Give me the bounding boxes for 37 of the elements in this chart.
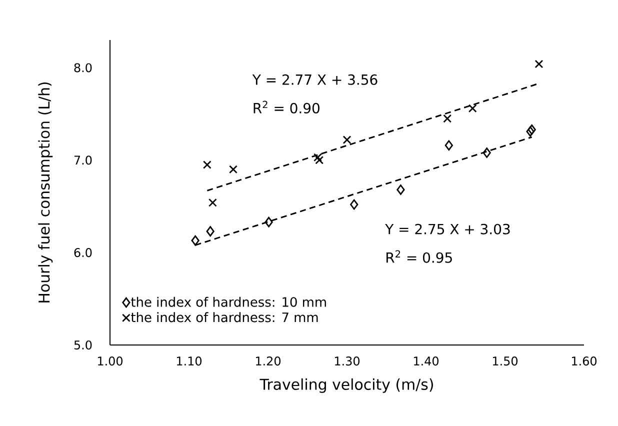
legend-label: the index of hardness: 7 mm — [131, 312, 318, 322]
annotation: Y = 2.77 X + 3.56 — [252, 74, 378, 85]
x-axis-title: Traveling velocity (m/s) — [260, 378, 433, 393]
x-tick-label: 1.60 — [572, 356, 597, 366]
x-tick-label: 1.40 — [414, 356, 439, 366]
point — [350, 199, 358, 210]
point — [396, 184, 405, 195]
point — [482, 148, 491, 158]
point — [315, 156, 324, 164]
x-tick-label: 1.00 — [98, 356, 123, 366]
point — [468, 104, 477, 113]
point — [264, 216, 273, 228]
point — [202, 160, 212, 169]
point — [206, 226, 214, 236]
point — [191, 235, 200, 246]
x-tick-label: 1.20 — [256, 356, 281, 366]
annotation: Y = 2.75 X + 3.03 — [385, 224, 510, 234]
point — [528, 124, 536, 135]
point — [443, 114, 452, 123]
y-tick-label: 5.0 — [74, 340, 92, 350]
y-axis-title: Hourly fuel consumption (L/h) — [38, 82, 53, 302]
legend-label: the index of hardness: 10 mm — [131, 296, 326, 307]
annotation: R$^{2}$ = 0.95 — [386, 250, 452, 263]
point — [229, 165, 238, 174]
x-tick-label: 1.30 — [335, 356, 360, 366]
y-tick-label: 6.0 — [74, 248, 92, 258]
annotation: R$^{2}$ = 0.90 — [254, 100, 320, 114]
point — [526, 126, 534, 137]
x-tick-label: 1.10 — [177, 356, 202, 366]
point — [534, 60, 544, 68]
x-tick-label: 1.50 — [493, 356, 518, 366]
point — [342, 136, 352, 144]
y-tick-label: 7.0 — [74, 156, 92, 165]
point — [208, 198, 217, 207]
y-tick-label: 8.0 — [74, 63, 92, 72]
point — [314, 153, 322, 162]
point — [444, 140, 453, 151]
